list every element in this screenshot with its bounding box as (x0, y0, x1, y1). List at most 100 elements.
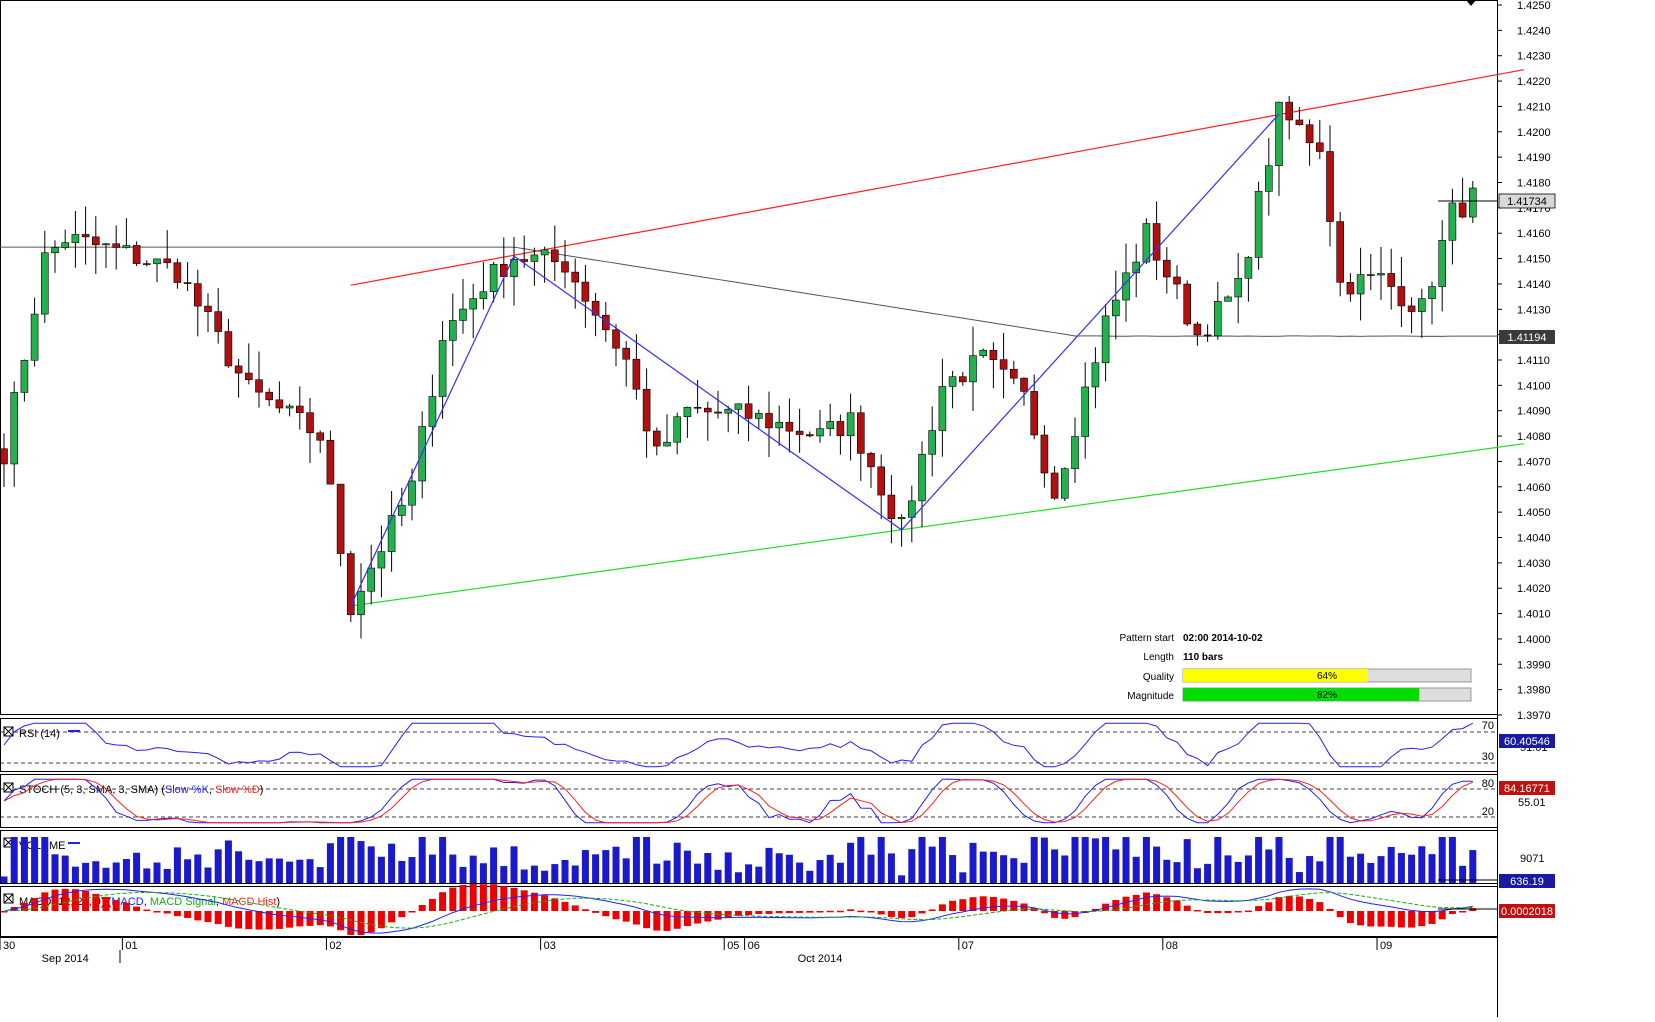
volume-bar (918, 837, 926, 883)
macd-hist-bar (632, 911, 640, 925)
candle (591, 293, 600, 337)
volume-bar (938, 837, 946, 883)
stoch-close-icon[interactable] (3, 782, 14, 793)
volume-bar (1193, 868, 1201, 883)
volume-bar (1030, 837, 1038, 883)
macd-hist-bar (439, 892, 447, 911)
volume-bar (173, 847, 181, 883)
volume-bar (632, 837, 640, 883)
volume-bar (949, 855, 957, 883)
macd-hist-bar (1020, 903, 1028, 911)
macd-hist-bar (1061, 911, 1069, 919)
candle (285, 403, 294, 417)
candle (357, 563, 365, 639)
candle (459, 278, 467, 334)
macd-hist-bar (61, 888, 69, 911)
macd-hist-bar (0, 911, 8, 913)
volume-bar (61, 855, 69, 883)
candle (1346, 273, 1355, 302)
candlestick-series (0, 95, 1477, 639)
macd-hist-bar (612, 911, 620, 920)
candle (1285, 95, 1293, 140)
candle (1469, 180, 1477, 224)
candle (326, 430, 335, 485)
volume-bar (541, 870, 549, 883)
macd-hist-bar (1051, 911, 1059, 918)
macd-hist-bar (112, 900, 120, 911)
macd-hist-bar (663, 911, 671, 931)
volume-bar (1051, 849, 1059, 883)
time-tick-label: 30 (3, 940, 15, 952)
volume-bar (673, 842, 681, 883)
macd-histogram (0, 883, 1477, 936)
volume-bar (1448, 837, 1456, 883)
macd-hist-bar (1163, 897, 1171, 911)
macd-hist-bar (428, 898, 436, 911)
stoch-current-value: 84.16771 (1504, 783, 1550, 795)
candle (1061, 467, 1069, 502)
rsi-pane-frame (0, 718, 1498, 772)
macd-hist-bar (122, 902, 130, 911)
candle (581, 264, 590, 328)
volume-bar (214, 849, 222, 883)
volume-bar (1091, 838, 1099, 883)
macd-current-value: 0.0002018 (1501, 906, 1553, 918)
candle (499, 237, 508, 299)
candle (836, 414, 845, 455)
candle (194, 269, 202, 337)
candle (856, 405, 865, 481)
volume-bar (745, 864, 753, 883)
volume-bar (1408, 854, 1416, 883)
zigzag-pattern (350, 113, 1280, 607)
time-tick-label: 03 (544, 940, 556, 952)
candle (1163, 247, 1171, 294)
volume-bar (683, 850, 691, 883)
candle (989, 342, 998, 389)
candle (255, 351, 263, 408)
volume-bar (1285, 857, 1293, 883)
candle (1356, 247, 1365, 321)
volume-bar (449, 854, 457, 883)
macd-hist-bar (102, 896, 110, 911)
candle (540, 246, 549, 283)
quality-label: Quality (1143, 672, 1174, 683)
macd-hist-bar (1377, 911, 1385, 927)
volume-bar (102, 867, 110, 883)
candle (999, 333, 1008, 399)
macd-hist-bar (826, 910, 834, 913)
macd-hist-bar (1326, 908, 1334, 911)
volume-bar (1336, 837, 1344, 883)
candle (1254, 181, 1263, 270)
volume-bar (928, 846, 936, 883)
stoch-d-label: Slow %D (215, 784, 260, 796)
pattern-start-label: Pattern start (1120, 633, 1175, 644)
macd-close-icon[interactable] (3, 893, 14, 904)
quality-percent: 64% (1317, 671, 1337, 682)
volume-bar (796, 862, 804, 883)
candle (1009, 360, 1018, 385)
candle (387, 491, 396, 572)
rsi-pane: RSI (14) 70 30 51.01 60.40546 (0, 720, 1555, 768)
candle (642, 368, 651, 458)
price-tick-label: 1.4210 (1517, 101, 1551, 113)
candle (306, 398, 314, 464)
candle (887, 474, 896, 544)
macd-hist-bar (551, 898, 559, 911)
volume-bar (71, 866, 79, 883)
price-tick-label: 1.4000 (1517, 634, 1551, 646)
candle (938, 358, 947, 457)
volume-bar (41, 837, 49, 883)
volume-bar (1428, 854, 1436, 883)
price-tick-label: 1.4200 (1517, 127, 1551, 139)
macd-hist-bar (51, 889, 59, 911)
volume-bar (592, 854, 600, 883)
candle (673, 412, 682, 455)
corner-arrow-icon (1466, 0, 1476, 6)
candle (336, 483, 345, 567)
volume-bar (989, 851, 997, 883)
candle (1438, 220, 1446, 312)
volume-bar (551, 864, 559, 883)
volume-bar (1275, 837, 1283, 883)
